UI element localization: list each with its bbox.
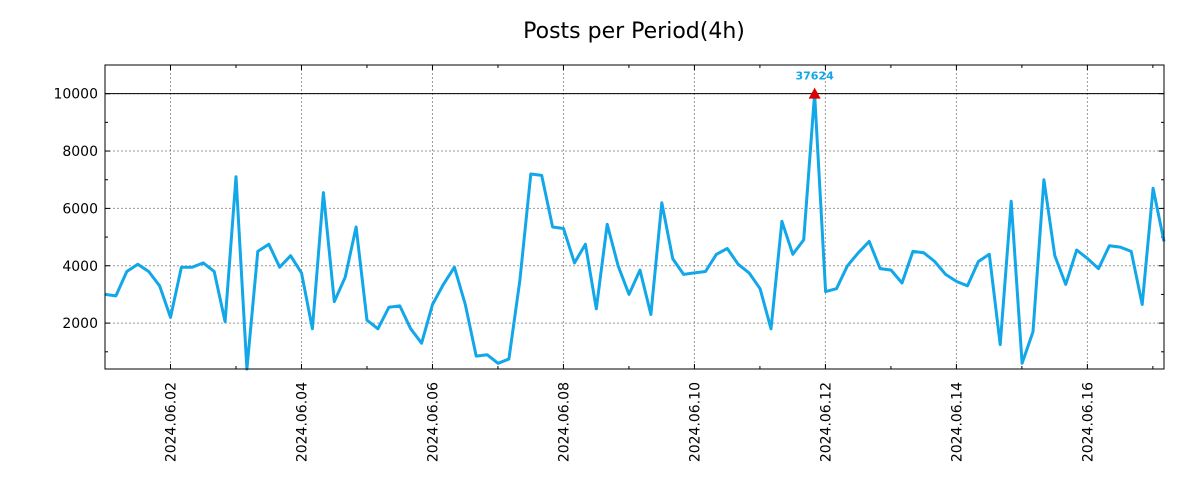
x-axis: 2024.06.02 2024.06.04 2024.06.06 2024.06.08… <box>104 65 1154 462</box>
x-tick-label: 2024.06.12 <box>818 382 834 462</box>
peak-marker-icon <box>808 87 821 99</box>
y-tick-label: 2000 <box>62 316 98 332</box>
peak-value-label: 37624 <box>795 70 834 83</box>
x-tick-label: 2024.06.04 <box>294 382 310 462</box>
y-tick-label: 10000 <box>53 87 98 103</box>
x-tick-label: 2024.06.16 <box>1080 382 1096 462</box>
x-tick-label: 2024.06.14 <box>949 382 965 462</box>
plot-frame <box>104 64 1165 370</box>
grid <box>105 65 1164 369</box>
x-tick-label: 2024.06.06 <box>425 382 441 462</box>
x-tick-label: 2024.06.10 <box>687 382 703 462</box>
x-tick-label: 2024.06.02 <box>163 382 179 462</box>
posts-series-line <box>104 92 1166 371</box>
x-tick-label: 2024.06.08 <box>556 382 572 462</box>
chart-title: Posts per Period(4h) <box>523 19 745 44</box>
y-tick-label: 8000 <box>62 144 98 160</box>
y-tick-label: 4000 <box>62 259 98 275</box>
y-tick-label: 6000 <box>62 201 98 217</box>
y-axis: 2000 4000 6000 8000 10000 <box>53 64 1164 353</box>
